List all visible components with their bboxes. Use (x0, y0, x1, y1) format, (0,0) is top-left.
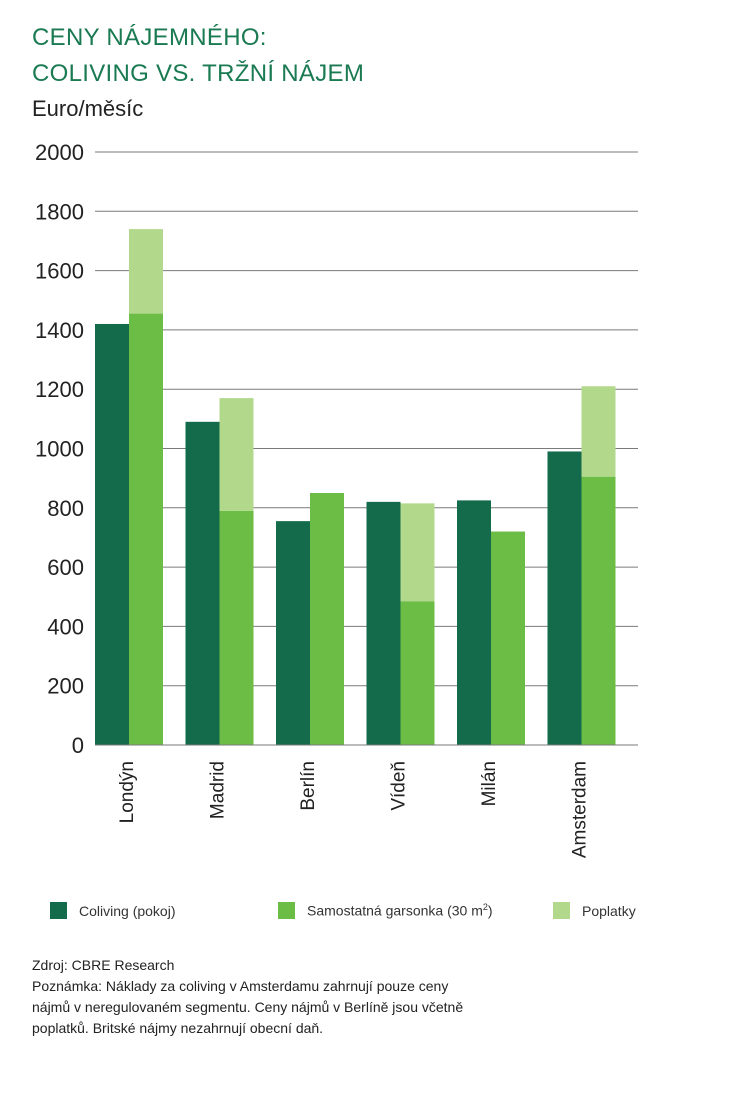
x-tick-label: Madrid (208, 761, 229, 819)
y-tick-label: 400 (47, 614, 84, 639)
chart-title-line-2: COLIVING VS. TRŽNÍ NÁJEM (32, 60, 365, 87)
legend-swatch-poplatky (553, 902, 570, 919)
y-tick-label: 1800 (35, 199, 84, 224)
y-tick-label: 1600 (35, 259, 84, 284)
legend-label-poplatky: Poplatky (582, 902, 636, 919)
legend-label-garsonka: Samostatná garsonka (30 m2) (307, 902, 493, 919)
legend-swatch-garsonka (278, 902, 295, 919)
bar-poplatky (219, 398, 254, 511)
footnote-line-3: poplatků. Britské nájmy nezahrnují obecn… (32, 1020, 324, 1036)
chart-legend: Coliving (pokoj) Samostatná garsonka (30… (50, 902, 730, 928)
legend-label-coliving: Coliving (pokoj) (79, 902, 176, 919)
bar-garsonka (310, 492, 344, 745)
y-tick-label: 800 (47, 496, 84, 521)
bar-poplatky (400, 503, 435, 602)
y-tick-label: 0 (72, 733, 84, 758)
legend-swatch-coliving (50, 902, 67, 919)
x-tick-label: Amsterdam (570, 761, 591, 858)
y-tick-label: 1000 (35, 437, 84, 462)
bar-garsonka (581, 476, 616, 745)
x-tick-label: Vídeň (389, 761, 410, 811)
source-note: Zdroj: CBRE Research (32, 957, 175, 973)
bar-garsonka (491, 531, 525, 745)
bar-poplatky (581, 386, 616, 477)
bar-coliving (185, 421, 220, 745)
legend-item-coliving: Coliving (pokoj) (50, 902, 175, 919)
bar-coliving (457, 500, 491, 745)
bar-poplatky (129, 229, 163, 314)
y-tick-label: 2000 (35, 140, 84, 165)
chart-footer: Zdroj: CBRE Research Poznámka: Náklady z… (32, 955, 632, 1039)
bar-coliving (366, 501, 401, 745)
bar-garsonka (129, 313, 163, 745)
legend-label-garsonka-close: ) (487, 902, 493, 919)
x-tick-label: Milán (479, 761, 500, 806)
bar-coliving (547, 451, 582, 745)
legend-item-garsonka: Samostatná garsonka (30 m2) (278, 902, 493, 919)
y-tick-label: 600 (47, 555, 84, 580)
y-tick-label: 1400 (35, 318, 84, 343)
bar-coliving (276, 521, 310, 745)
chart-title-line-1: CENY NÁJEMNÉHO: (32, 24, 267, 51)
bar-chart: 0 200 400 600 800 1000 1200 1400 1600 1800 2000 Lon… (35, 140, 638, 858)
x-tick-label: Berlín (298, 761, 319, 811)
y-axis-label: Euro/měsíc (32, 96, 144, 121)
y-tick-label: 1200 (35, 377, 84, 402)
x-tick-label: Londýn (117, 761, 138, 823)
bar-garsonka (219, 510, 254, 745)
legend-item-poplatky: Poplatky (553, 902, 636, 919)
y-tick-label: 200 (47, 674, 84, 699)
footnote-line-1: Poznámka: Náklady za coliving v Amsterda… (32, 978, 449, 994)
legend-label-garsonka-text: Samostatná garsonka (30 m (307, 902, 483, 919)
bar-coliving (95, 323, 129, 745)
legend-label-garsonka-superscript: 2 (482, 902, 488, 913)
bar-garsonka (400, 601, 435, 745)
footnote-line-2: nájmů v neregulovaném segmentu. Ceny náj… (32, 999, 464, 1015)
